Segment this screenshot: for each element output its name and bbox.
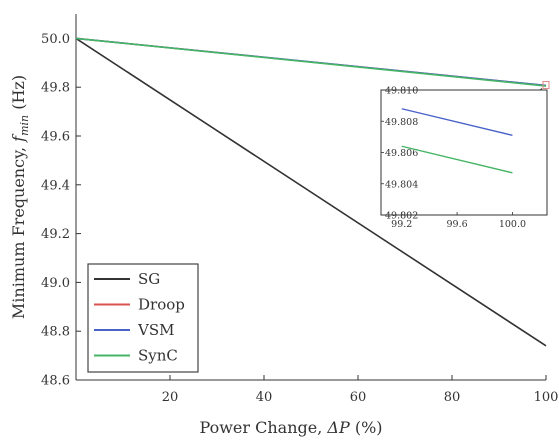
y-tick-label: 49.0 [41, 276, 70, 291]
y-tick-label: 49.4 [41, 178, 70, 193]
inset-series-line-vsm [401, 108, 513, 136]
y-tick-label: 48.8 [41, 325, 70, 340]
y-tick-label: 49.6 [41, 130, 70, 145]
x-axis-title: Power Change, ΔP (%) [199, 418, 382, 437]
legend-label-sg: SG [138, 270, 160, 288]
series-line-sync [75, 37, 547, 87]
x-tick-label: 80 [444, 390, 461, 405]
inset-x-tick-label: 100.0 [499, 219, 526, 230]
y-tick-label: 49.2 [41, 227, 70, 242]
inset-x-tick-label: 99.6 [447, 219, 468, 230]
x-tick-label: 20 [162, 390, 179, 405]
inset-series-line-sync [401, 145, 513, 174]
legend-box [87, 263, 199, 373]
zoom-region-box [542, 80, 550, 89]
inset-y-tick-label: 49.806 [385, 148, 418, 159]
y-axis-title: Minimum Frequency, fmin (Hz) [9, 75, 31, 319]
y-tick-label: 49.8 [41, 81, 70, 96]
x-tick-label: 60 [350, 390, 367, 405]
y-tick-label: 50.0 [41, 32, 70, 47]
legend-label-vsm: VSM [137, 321, 174, 339]
x-tick-label: 100 [534, 390, 559, 405]
inset-y-tick-label: 49.810 [385, 86, 418, 97]
inset-y-tick-label: 49.808 [385, 117, 418, 128]
legend-label-droop: Droop [138, 296, 185, 314]
inset-y-tick-label: 49.804 [385, 179, 418, 190]
y-tick-label: 48.6 [41, 374, 70, 389]
inset-x-tick-label: 99.2 [391, 219, 412, 230]
series-line-sg [75, 37, 547, 347]
inset-y-tick-label: 49.802 [385, 211, 418, 222]
legend-label-sync: SynC [138, 347, 178, 365]
x-tick-label: 40 [256, 390, 273, 405]
